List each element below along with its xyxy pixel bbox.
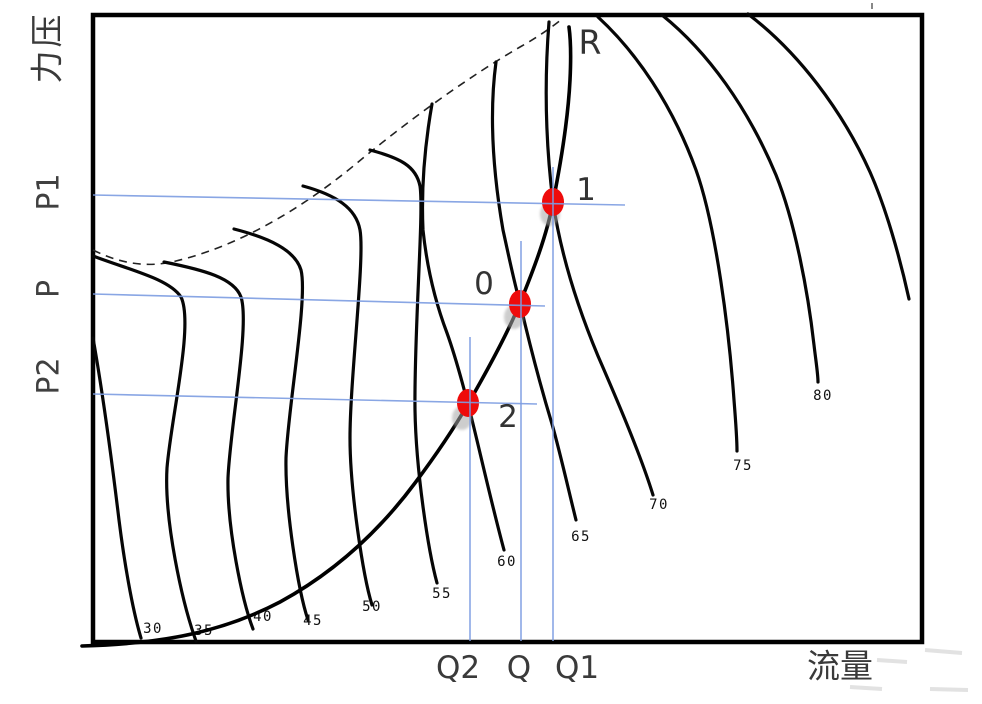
y-axis-title-char1: 压 (28, 15, 67, 48)
watermark-remnant (849, 648, 969, 692)
point-label-1: 1 (576, 172, 596, 208)
speed-curve-30 (91, 336, 143, 640)
x-tick-Q1: Q1 (555, 650, 599, 686)
speed-curve-80 (660, 13, 820, 384)
speed-label-60: 60 (497, 554, 517, 570)
x-tick-Q: Q (507, 650, 531, 686)
x-axis-title: 流量 (807, 647, 873, 686)
guide-line-P1 (92, 194, 626, 206)
guide-line-P2 (92, 393, 538, 405)
speed-curve-55 (368, 148, 439, 585)
speed-curve-40 (162, 260, 255, 631)
speed-curve-outermost (746, 12, 911, 301)
speed-label-70: 70 (649, 497, 669, 513)
speed-label-80: 80 (813, 388, 833, 404)
speed-label-50: 50 (362, 599, 382, 615)
speed-curve-70 (544, 20, 655, 497)
speed-label-30: 30 (143, 621, 163, 637)
y-tick-P: P (32, 280, 67, 298)
guide-line-P (92, 293, 546, 307)
resistance-curve (80, 25, 573, 648)
speed-curve-50 (301, 184, 374, 607)
speed-curve-75 (596, 15, 739, 453)
x-tick-Q2: Q2 (436, 650, 480, 686)
point-label-2: 2 (498, 399, 518, 435)
point-label-0: 0 (474, 266, 494, 302)
speed-label-75: 75 (733, 458, 753, 474)
speed-curve-60 (420, 102, 506, 552)
operating-point-0 (509, 290, 531, 318)
resistance-curve-label: R (579, 23, 602, 62)
plot-border (90, 12, 925, 645)
speed-label-65: 65 (571, 529, 591, 545)
speed-label-55: 55 (432, 586, 452, 602)
y-tick-P1: P1 (32, 173, 67, 210)
speed-curve-45 (232, 227, 310, 622)
y-axis-title-char2: 力 (28, 51, 67, 84)
y-tick-P2: P2 (32, 357, 67, 394)
speed-curves (91, 12, 911, 643)
guide-lines (92, 167, 626, 641)
